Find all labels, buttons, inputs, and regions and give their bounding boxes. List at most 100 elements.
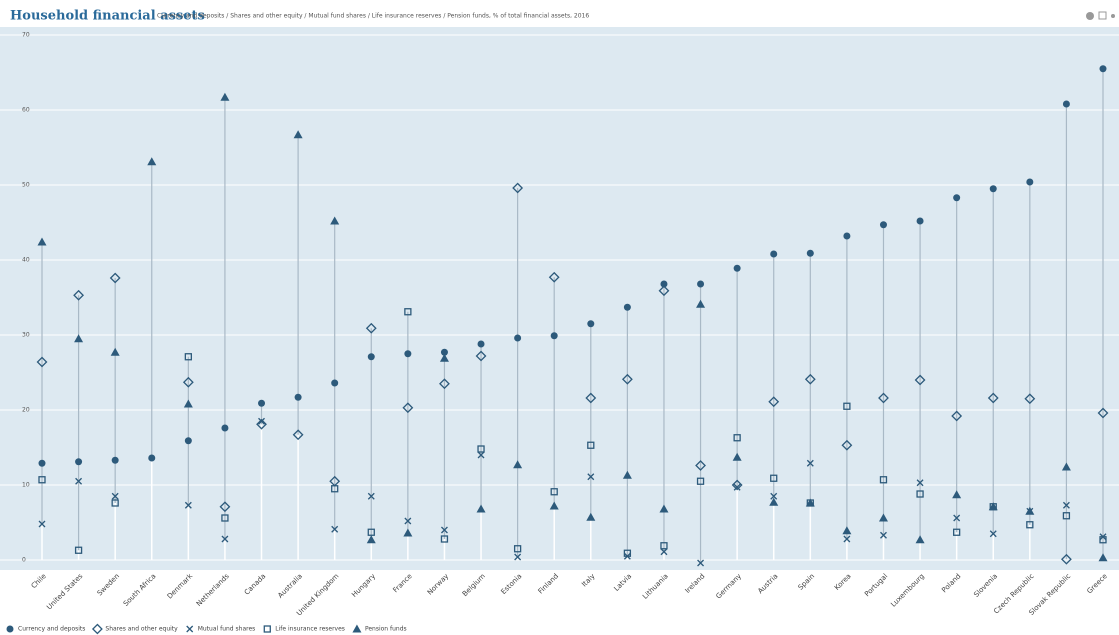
diamond: [512, 182, 524, 194]
dot: [75, 458, 83, 466]
cross: [38, 520, 46, 528]
triangle: [110, 347, 120, 356]
triangle: [988, 502, 998, 511]
x-tick-label: Netherlands: [195, 572, 231, 608]
diamond: [182, 376, 194, 388]
square: [770, 474, 778, 482]
x-tick-label: Italy: [580, 572, 596, 588]
dot: [623, 303, 631, 311]
triangle: [842, 526, 852, 535]
legend-label: Mutual fund shares: [198, 626, 256, 633]
triangle: [1061, 462, 1071, 471]
cross: [258, 417, 265, 425]
square: [111, 499, 119, 507]
square: [221, 514, 229, 522]
diamond: [256, 418, 267, 430]
triangle: [952, 490, 962, 499]
x-tick-label: Estonia: [500, 572, 524, 596]
cross: [989, 530, 997, 538]
cross: [404, 517, 412, 525]
cross: [367, 492, 375, 500]
square: [623, 549, 632, 557]
triangle: [696, 299, 706, 308]
chart-title: Household financial assets: [10, 9, 205, 24]
triangle: [805, 498, 815, 507]
triangle: [183, 399, 193, 408]
triangle: [732, 452, 742, 461]
dot: [331, 379, 339, 387]
x-tick-label: Denmark: [166, 572, 195, 601]
expand-icon[interactable]: [1098, 11, 1107, 20]
triangle: [878, 513, 888, 522]
grid: [0, 34, 1119, 561]
cross: [514, 553, 522, 561]
square: [953, 528, 961, 536]
cross: [660, 548, 668, 556]
x-tick-label: Austria: [756, 572, 779, 595]
cross: [111, 492, 119, 500]
dot: [6, 625, 14, 633]
legend-label: Shares and other equity: [105, 626, 178, 633]
diamond: [1060, 553, 1072, 565]
dot: [258, 399, 266, 407]
triangle: [659, 504, 669, 513]
triangle: [293, 130, 303, 139]
diamond: [109, 272, 121, 284]
plot-background: [0, 27, 1119, 570]
diamond: [1097, 407, 1109, 419]
triangle: [439, 353, 449, 362]
x-tick-label: Finland: [537, 572, 560, 595]
triangle: [74, 334, 84, 343]
triangle: [366, 535, 376, 544]
square: [1099, 536, 1107, 544]
square: [331, 485, 339, 493]
cross: [186, 625, 194, 633]
triangle: [37, 237, 47, 246]
dot: [806, 249, 814, 257]
square: [440, 535, 449, 543]
triangle: [330, 216, 340, 225]
dot: [38, 459, 46, 467]
diamond: [91, 623, 103, 635]
diamond: [878, 392, 889, 404]
cross: [806, 459, 814, 467]
cross: [75, 477, 83, 485]
square: [1026, 521, 1034, 529]
y-tick-label: 20: [22, 407, 30, 414]
x-tick-label: South Africa: [122, 572, 158, 608]
diamond: [1024, 393, 1036, 405]
y-tick-label: 40: [22, 257, 30, 264]
square: [733, 434, 741, 442]
square: [404, 308, 412, 316]
triangle: [476, 504, 486, 513]
triangle: [403, 528, 413, 537]
x-tick-label: Poland: [940, 572, 962, 594]
cross: [440, 526, 448, 534]
cross: [770, 492, 778, 500]
triangle: [220, 92, 230, 101]
diamond: [548, 271, 560, 283]
dot: [1099, 65, 1107, 73]
share-icon[interactable]: [1111, 14, 1115, 18]
triangle: [622, 470, 632, 479]
square: [696, 477, 705, 485]
x-tick-label: Chile: [30, 572, 48, 590]
y-tick-label: 10: [22, 482, 30, 489]
triangle: [147, 157, 157, 166]
dot: [733, 264, 741, 272]
diamond: [804, 373, 816, 385]
triangle: [352, 624, 362, 633]
legend: Currency and deposits Shares and other eq…: [6, 623, 407, 635]
info-icon[interactable]: [1086, 12, 1094, 20]
x-tick-label: Sweden: [96, 572, 121, 597]
dot: [514, 334, 522, 342]
chart-subtitle: Currency and deposits / Shares and other…: [157, 13, 589, 20]
dot: [1062, 100, 1070, 108]
x-tick-label: Australia: [276, 572, 304, 600]
x-tick-label: Slovenia: [972, 572, 999, 599]
dot: [440, 348, 448, 356]
diamond: [841, 439, 853, 451]
diamond: [731, 479, 743, 491]
dot: [697, 280, 705, 288]
diamond: [585, 392, 597, 404]
